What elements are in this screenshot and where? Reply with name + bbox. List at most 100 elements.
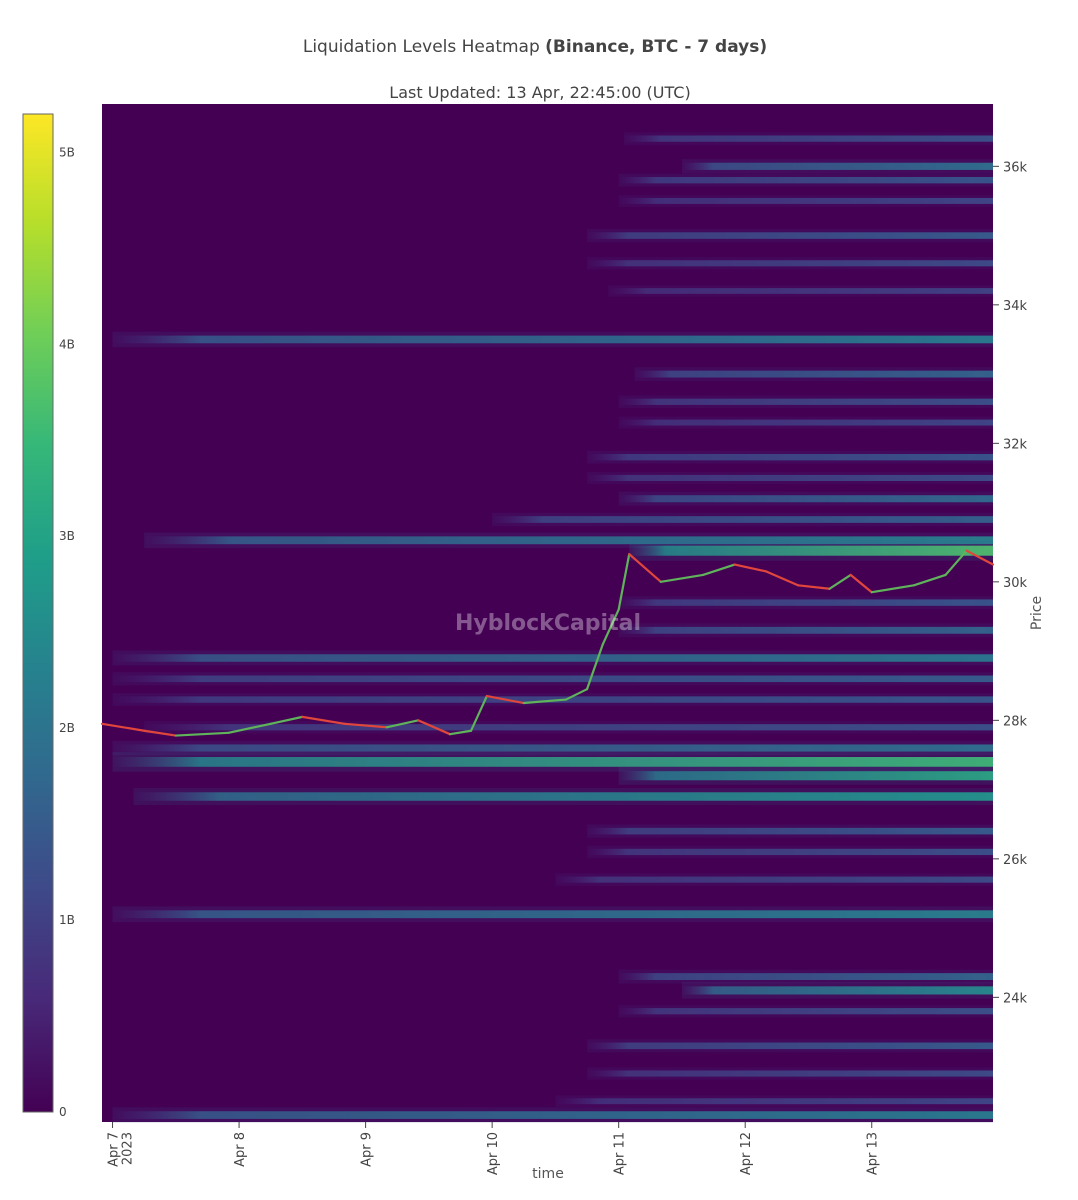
heat-band [618,398,993,405]
y-tick-label: 36k [1003,160,1028,175]
y-tick-label: 34k [1003,299,1028,314]
y-tick-label: 32k [1003,437,1028,452]
heat-band-glow [681,159,993,174]
price-segment [448,729,473,736]
colorbar-tick-label: 3B [59,529,75,543]
heat-band-glow [144,532,994,549]
colorbar-ticks: 0 1B 2B 3B 4B 5B [59,145,75,1119]
heat-band-glow [112,672,994,686]
price-segment [601,608,620,646]
heat-band-glow [133,788,994,805]
price-segment [912,573,947,587]
price-segment [301,715,346,725]
heat-band-glow [112,752,994,772]
x-tick-label: Apr 10 [486,1132,501,1175]
x-tick-label: Apr 11 [613,1132,628,1175]
colorbar-tick-label: 5B [59,145,75,159]
heat-band [618,771,993,781]
colorbar-tick-label: 4B [59,337,75,351]
y-tick-label: 28k [1003,714,1028,729]
y-tick-label: 26k [1003,853,1028,868]
chart-title: Liquidation Levels Heatmap (Binance, BTC… [303,37,767,57]
price-segment [944,549,968,577]
heat-band-glow [112,331,994,348]
heat-band-glow [618,969,993,984]
x-axis-title: time [532,1166,564,1182]
y-tick-label: 24k [1003,991,1028,1006]
heat-band-glow [618,491,993,506]
heat-band-glow [587,471,993,485]
price-segment [733,563,768,573]
colorbar-tick-label: 2B [59,721,75,735]
heat-band [618,1008,993,1015]
x-tick-sublabel: 2023 [121,1132,136,1165]
heat-band-glow [587,845,993,859]
heat-band [681,986,993,995]
chart-subtitle: Last Updated: 13 Apr, 22:45:00 (UTC) [389,83,690,102]
price-segment [343,722,388,729]
heat-band-glow [112,906,994,923]
colorbar-tick-label: 0 [59,1105,67,1119]
price-segment [828,573,852,590]
heat-band [618,973,993,981]
heat-band [144,536,994,545]
price-segment [564,688,589,701]
heat-band [587,474,993,481]
heat-band-glow [618,416,993,429]
heat-band-glow [618,596,993,610]
heat-band [112,675,994,683]
heat-band [112,654,994,662]
price-segment [485,695,525,705]
y-tick-label: 30k [1003,576,1028,591]
x-tick-label: Apr 7 [107,1132,122,1167]
heat-band-glow [112,740,994,756]
x-tick-label: Apr 9 [360,1132,375,1167]
price-segment [701,563,736,577]
y-axis-title: Price [1029,596,1045,630]
heat-band-glow [112,1107,994,1123]
heat-band-glow [618,1004,993,1018]
heat-band-glow [618,395,993,409]
heat-band [133,792,994,801]
heat-band [618,599,993,606]
heat-band [112,335,994,344]
x-tick-label: Apr 8 [233,1132,248,1167]
heat-band [587,1042,993,1050]
heat-band [587,453,993,461]
heat-band-glow [618,173,993,187]
chart-title-bold: (Binance, BTC - 7 days) [545,37,767,57]
heat-band [629,545,993,556]
heat-band [618,176,993,184]
x-tick-label: Apr 12 [739,1132,754,1175]
heat-band-glow [555,873,993,886]
heat-band [587,827,993,835]
heat-band-glow [681,982,993,999]
x-tick-label: Apr 13 [866,1132,881,1175]
price-segment [174,731,230,737]
heat-band [112,1111,994,1119]
heat-band [618,626,993,634]
plot-background [102,104,993,1122]
price-segment [227,722,272,734]
heat-band-glow [623,132,993,145]
heat-band [608,288,993,294]
y-axis: 24k 26k 28k 30k 32k 34k 36k [993,160,1028,1006]
heat-band [112,757,994,767]
heat-band [587,1070,993,1077]
heat-band [587,848,993,856]
heat-band [681,162,993,170]
heat-band [144,724,994,731]
price-segment [870,584,916,594]
heat-band-glow [587,824,993,838]
price-segment [585,643,604,691]
price-segment [100,722,146,732]
heat-band-glow [112,650,994,666]
heat-band-glow [618,623,993,638]
price-segment [417,719,452,736]
price-segment [617,553,631,611]
heat-band [112,744,994,752]
heat-band [587,232,993,239]
price-segment [522,698,568,705]
